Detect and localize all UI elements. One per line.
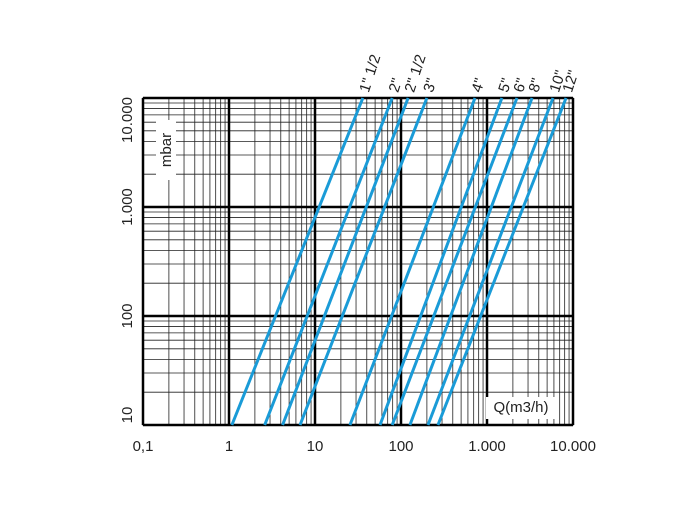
series-line	[230, 97, 365, 426]
series-label: 6"	[510, 76, 530, 94]
series-line	[390, 97, 519, 426]
y-tick-label: 10.000	[119, 97, 136, 143]
series-line	[436, 97, 568, 426]
x-axis-label: Q(m3/h)	[493, 399, 548, 416]
x-tick-label: 100	[388, 438, 413, 455]
x-tick-label: 1	[225, 438, 233, 455]
series-label: 2"	[386, 76, 406, 94]
series-line	[263, 97, 394, 426]
y-tick-label: 10	[119, 407, 136, 424]
plot-frame	[142, 97, 574, 426]
x-tick-label: 0,1	[133, 438, 154, 455]
x-label-bg	[486, 397, 556, 419]
x-tick-label: 1.000	[468, 438, 506, 455]
y-tick-label: 100	[119, 303, 136, 328]
series-line	[426, 97, 555, 426]
series-label: 3"	[420, 76, 440, 94]
y-label-bg	[156, 120, 176, 180]
series-label: 8"	[525, 76, 545, 94]
y-axis-label: mbar	[158, 133, 175, 167]
series-label: 4"	[468, 76, 488, 94]
series-line	[348, 97, 477, 426]
series-line	[378, 97, 504, 426]
series-line	[298, 97, 429, 426]
series-label: 10"	[546, 68, 569, 94]
series-line	[408, 97, 534, 426]
y-tick-label: 1.000	[119, 188, 136, 226]
series-label: 5"	[495, 76, 515, 94]
x-tick-label: 10	[307, 438, 324, 455]
x-tick-label: 10.000	[550, 438, 596, 455]
series-line	[281, 97, 410, 426]
series-label: 12"	[559, 68, 582, 94]
series-label: 1" 1/2	[356, 52, 384, 94]
